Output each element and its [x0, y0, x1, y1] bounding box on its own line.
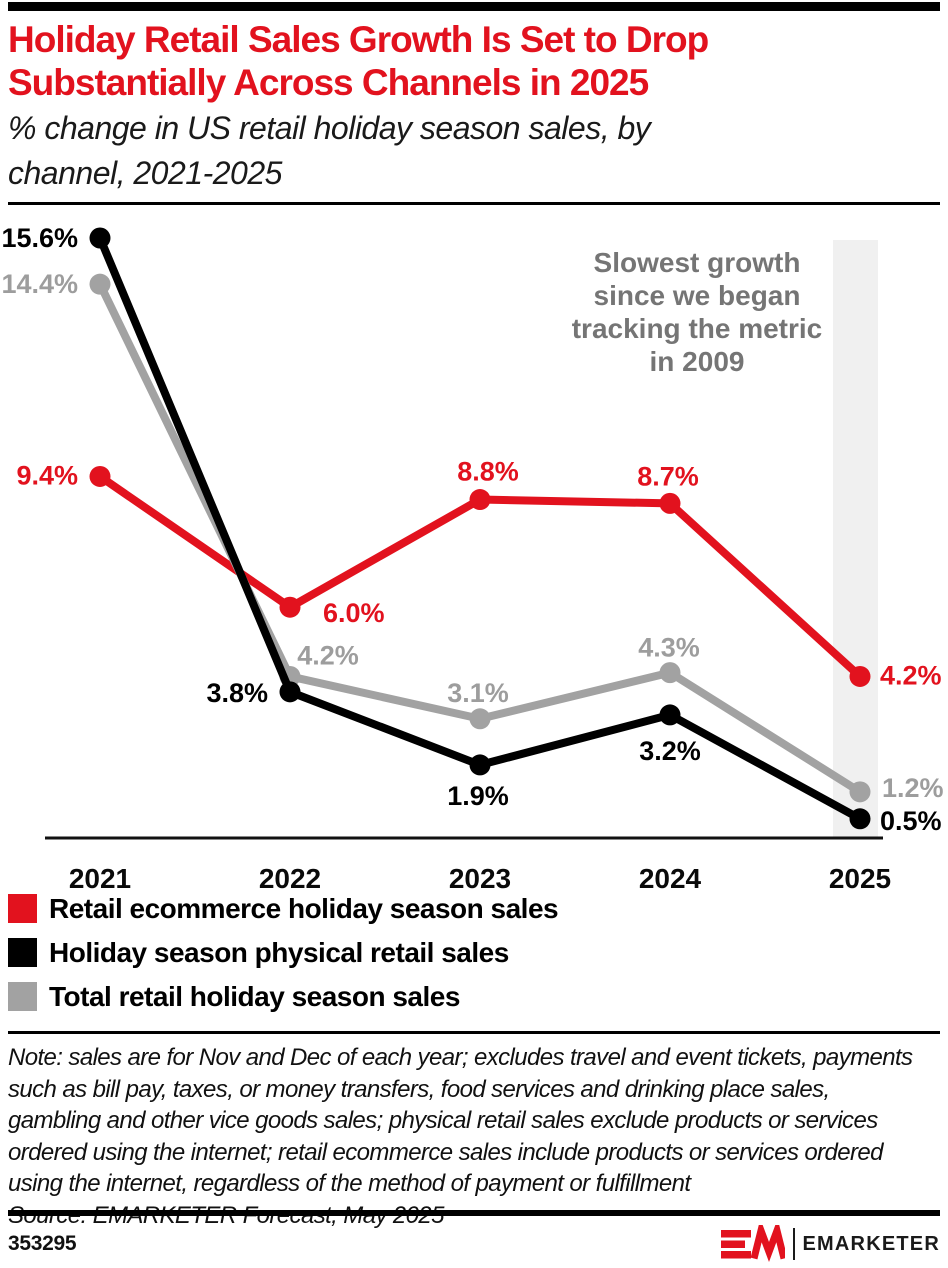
legend-label-physical: Holiday season physical retail sales	[49, 936, 509, 968]
data-point-label: 0.5%	[880, 806, 942, 836]
data-point	[849, 665, 871, 687]
data-point	[89, 273, 111, 295]
legend: Retail ecommerce holiday season sales Ho…	[8, 892, 559, 1026]
data-point-label: 14.4%	[1, 269, 78, 299]
data-point-label: 15.6%	[1, 223, 78, 253]
data-point-label: 6.0%	[323, 598, 385, 628]
brand-name: EMARKETER	[802, 1232, 940, 1255]
data-point-label: 1.2%	[882, 773, 944, 803]
data-point	[469, 708, 491, 730]
data-point	[279, 596, 301, 618]
note-divider	[8, 1031, 940, 1034]
x-tick-label: 2023	[449, 863, 511, 894]
footer-bar	[8, 1210, 940, 1216]
data-point	[659, 492, 681, 514]
data-point	[659, 662, 681, 684]
x-tick-label: 2025	[829, 863, 891, 894]
legend-item-total: Total retail holiday season sales	[8, 980, 558, 1012]
note-block: Note: sales are for Nov and Dec of each …	[8, 1042, 948, 1231]
data-point-label: 8.8%	[457, 457, 519, 487]
data-point-label: 3.1%	[447, 678, 509, 708]
note-text: Note: sales are for Nov and Dec of each …	[8, 1044, 913, 1197]
data-point	[89, 227, 111, 249]
data-point-label: 1.9%	[447, 781, 509, 811]
data-point-label: 9.4%	[16, 460, 78, 490]
page-title: Holiday Retail Sales Growth Is Set to Dr…	[8, 19, 709, 103]
legend-label-ecommerce: Retail ecommerce holiday season sales	[49, 892, 559, 924]
data-point-label: 3.2%	[639, 736, 701, 766]
logo-divider	[792, 1228, 795, 1260]
footer: 353295 EMARKETER	[8, 1224, 940, 1264]
data-point-label: 4.3%	[638, 633, 700, 663]
chart-annotation: Slowest growth since we began tracking t…	[571, 247, 823, 377]
data-point	[89, 465, 111, 487]
data-point-label: 4.2%	[297, 640, 359, 670]
legend-item-physical: Holiday season physical retail sales	[8, 936, 558, 968]
header-divider	[8, 202, 940, 205]
data-point-label: 8.7%	[637, 461, 699, 491]
legend-item-ecommerce: Retail ecommerce holiday season sales	[8, 892, 559, 924]
legend-swatch-ecommerce	[8, 894, 37, 923]
data-point	[659, 704, 681, 726]
chart-id: 353295	[8, 1232, 77, 1255]
emarketer-logo: EMARKETER	[720, 1225, 940, 1263]
page-subtitle: % change in US retail holiday season sal…	[8, 110, 651, 191]
highlight-band	[833, 240, 878, 838]
top-accent-bar	[8, 2, 940, 11]
data-point	[279, 681, 301, 703]
data-point	[849, 808, 871, 830]
data-point	[849, 781, 871, 803]
chart-area: 2021 2022 2023 2024 2025 9.4% 6.0% 8.8% 8.7% 4.2%…	[1, 223, 944, 894]
data-point-label: 4.2%	[880, 660, 942, 690]
chart-canvas: 2021 2022 2023 2024 2025 9.4% 6.0% 8.8% 8.7% 4.2%…	[1, 223, 944, 894]
data-point	[469, 489, 491, 511]
x-tick-label: 2024	[639, 863, 702, 894]
legend-swatch-physical	[8, 938, 37, 967]
legend-label-total: Total retail holiday season sales	[49, 980, 460, 1012]
legend-swatch-total	[8, 982, 37, 1011]
data-point	[469, 754, 491, 776]
x-tick-label: 2021	[69, 863, 131, 894]
data-point-label: 3.8%	[206, 678, 268, 708]
x-tick-label: 2022	[259, 863, 321, 894]
emarketer-logo-mark-icon	[720, 1225, 785, 1263]
